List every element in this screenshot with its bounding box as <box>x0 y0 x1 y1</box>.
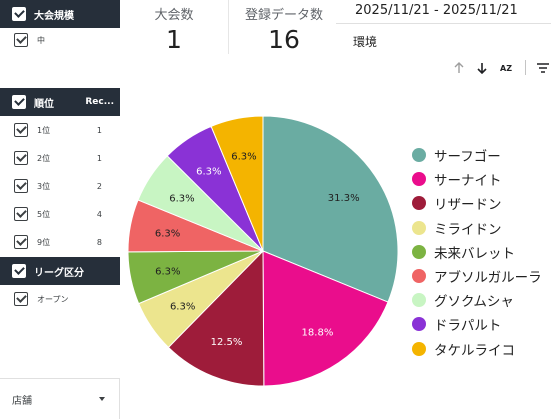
legend-color-swatch <box>412 317 426 332</box>
filter-option[interactable]: 2位 1 <box>0 148 120 168</box>
filter-option-count: 4 <box>96 209 102 219</box>
filter-title: 大会規模 <box>34 10 74 22</box>
filter-option-label: 5位 <box>37 209 51 219</box>
filter-option-count: 8 <box>96 237 102 247</box>
select-all-checkbox[interactable] <box>12 95 26 109</box>
checkbox-checked-icon[interactable] <box>14 179 28 193</box>
scorecard-record-count: 登録データ数 16 <box>232 0 336 54</box>
filter-option-count: 1 <box>96 125 102 135</box>
store-dropdown-label: 店舗 <box>12 395 32 407</box>
legend-item[interactable]: サーナイト <box>412 167 542 191</box>
filter-metric-header[interactable]: Rec... <box>85 97 114 107</box>
legend-item[interactable]: アブソルガルーラ <box>412 264 542 288</box>
checkbox-checked-icon[interactable] <box>14 235 28 249</box>
filter-title: 順位 <box>34 98 54 110</box>
scorecard-tournament-count: 大会数 1 <box>134 0 214 54</box>
select-all-checkbox[interactable] <box>12 7 26 21</box>
pie-slice[interactable] <box>262 115 399 303</box>
filter-sidebar: 大会規模 中 順位 Rec... 1位 1 2位 1 3位 2 5位 4 9位 … <box>0 0 120 419</box>
scorecard-label: 登録データ数 <box>244 8 323 23</box>
legend-item[interactable]: 未来バレット <box>412 240 542 264</box>
filter-option-label: 2位 <box>37 153 51 163</box>
pie-slice-label: 31.3% <box>328 193 360 204</box>
legend-color-swatch <box>412 148 426 163</box>
filter-option-count: 1 <box>96 153 102 163</box>
filter-option[interactable]: 5位 4 <box>0 204 120 224</box>
legend-item[interactable]: リザードン <box>412 191 542 215</box>
legend-item[interactable]: グソクムシャ <box>412 288 542 312</box>
date-range-underline <box>336 23 551 24</box>
legend-label: リザードン <box>434 197 502 214</box>
select-all-checkbox[interactable] <box>12 264 26 278</box>
caret-down-icon <box>99 397 105 401</box>
pie-slice-label: 6.3% <box>155 267 180 278</box>
filter-option[interactable]: 9位 8 <box>0 232 120 252</box>
pie-slice[interactable] <box>167 249 265 387</box>
pie-slice-label: 6.3% <box>196 166 221 177</box>
environment-control-label[interactable]: 環境 <box>353 35 378 49</box>
filter-header-rank[interactable]: 順位 Rec... <box>0 88 120 116</box>
pie-slice-label: 6.3% <box>169 193 194 204</box>
chart-legend: サーフゴーサーナイトリザードンミライドン未来バレットアブソルガルーラ グソクムシャ… <box>412 143 542 361</box>
legend-label: ミライドン <box>434 221 502 238</box>
scorecard-value: 16 <box>268 25 300 54</box>
filter-header-tournament-size[interactable]: 大会規模 <box>0 0 120 28</box>
legend-label: アブソルガルーラ <box>434 270 542 287</box>
filter-option[interactable]: 3位 2 <box>0 176 120 196</box>
scorecard-divider <box>228 0 229 54</box>
pie-slice-label: 18.8% <box>302 328 334 339</box>
toolbar-divider <box>525 60 526 75</box>
arrow-up-icon[interactable] <box>451 58 467 78</box>
sort-az-icon[interactable]: AZ <box>500 63 512 73</box>
legend-color-swatch <box>412 244 426 259</box>
checkbox-checked-icon[interactable] <box>14 33 28 47</box>
filter-title: リーグ区分 <box>34 267 84 279</box>
filter-option[interactable]: 1位 1 <box>0 120 120 140</box>
checkbox-checked-icon[interactable] <box>14 292 28 306</box>
legend-label: サーフゴー <box>434 149 501 166</box>
pie-slice[interactable] <box>262 250 389 387</box>
filter-option-label: 中 <box>37 35 45 45</box>
legend-color-swatch <box>412 196 426 211</box>
legend-color-swatch <box>412 293 426 308</box>
legend-color-swatch <box>412 269 426 284</box>
arrow-down-icon[interactable] <box>474 58 490 78</box>
pie-slice-label: 6.3% <box>170 302 195 313</box>
filter-option-label: 1位 <box>37 125 51 135</box>
legend-label: グソクムシャ <box>434 294 514 311</box>
checkbox-checked-icon[interactable] <box>14 151 28 165</box>
legend-color-swatch <box>412 341 426 356</box>
legend-item[interactable]: ドラパルト <box>412 312 542 336</box>
store-dropdown[interactable]: 店舗 <box>0 378 120 419</box>
legend-item[interactable]: タケルライコ <box>412 337 542 361</box>
filter-option-label: 9位 <box>37 237 51 247</box>
legend-label: 未来バレット <box>434 245 515 262</box>
filter-option-label: オープン <box>37 294 69 304</box>
filter-option-label: 3位 <box>37 181 51 191</box>
legend-label: サーナイト <box>434 173 502 190</box>
pie-slice-label: 6.3% <box>231 152 256 163</box>
pie-slice-label: 6.3% <box>155 229 180 240</box>
filter-option[interactable]: オープン <box>0 289 120 309</box>
scorecard-value: 1 <box>166 25 182 54</box>
date-range-picker[interactable]: 2025/11/21 - 2025/11/21 <box>355 3 518 18</box>
scorecard-label: 大会数 <box>154 8 194 23</box>
legend-color-swatch <box>412 220 426 235</box>
filter-option-count: 2 <box>96 181 102 191</box>
pie-slice[interactable] <box>210 115 264 252</box>
legend-label: ドラパルト <box>434 318 502 335</box>
checkbox-checked-icon[interactable] <box>14 123 28 137</box>
checkbox-checked-icon[interactable] <box>14 207 28 221</box>
legend-item[interactable]: サーフゴー <box>412 143 542 167</box>
pie-slice-label: 12.5% <box>211 337 243 348</box>
legend-label: タケルライコ <box>434 342 515 359</box>
legend-color-swatch <box>412 172 426 187</box>
filter-icon[interactable] <box>535 58 551 78</box>
legend-item[interactable]: ミライドン <box>412 216 542 240</box>
filter-header-league[interactable]: リーグ区分 <box>0 257 120 285</box>
filter-option[interactable]: 中 <box>0 30 120 50</box>
